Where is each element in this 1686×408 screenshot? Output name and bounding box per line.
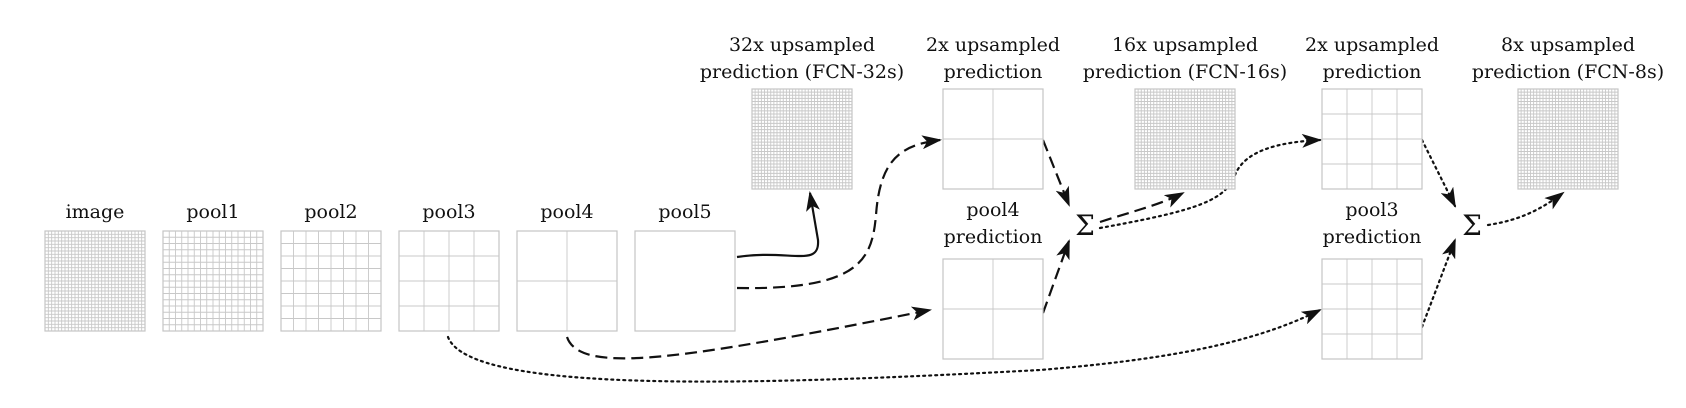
connector-upsample2x-a-to-sum1	[1041, 139, 1071, 207]
node-label: image	[66, 201, 125, 223]
grid-box-pool4_pred	[942, 258, 1044, 360]
feature-map-image: image	[44, 201, 146, 332]
connector-sum2-to-fcn8	[1486, 191, 1565, 227]
connector-pool4-prediction-to-sum1	[1041, 239, 1071, 314]
node-label-line2: prediction	[944, 226, 1043, 248]
sum-node-1: Σ	[1075, 209, 1095, 242]
node-label-line1: 16x upsampled	[1112, 34, 1258, 56]
grid-box-pool2	[280, 230, 382, 332]
grid-frame	[634, 230, 736, 332]
grid-box-fcn32	[751, 88, 853, 190]
node-label-line1: pool4	[966, 199, 1019, 221]
node-label-line1: 32x upsampled	[729, 34, 875, 56]
grid-box-up2_b	[1321, 88, 1423, 190]
prediction-fcn16s: 16x upsampled prediction (FCN-16s)	[1083, 34, 1287, 190]
feature-map-pool4: pool4	[516, 201, 618, 332]
connector-pool5-to-upsample2x-a	[736, 135, 942, 290]
node-label-line1: pool3	[1345, 199, 1398, 221]
node-label-line1: 8x upsampled	[1501, 34, 1635, 56]
node-label: pool4	[540, 201, 593, 223]
node-label-line2: prediction	[1323, 226, 1422, 248]
prediction-pool4: pool4 prediction	[942, 199, 1044, 360]
prediction-fcn32s: 32x upsampled prediction (FCN-32s)	[700, 34, 904, 190]
feature-map-pool3: pool3	[398, 201, 500, 332]
grid-box-up2_a	[942, 88, 1044, 190]
node-label-line2: prediction	[1323, 61, 1422, 83]
node-label-line2: prediction (FCN-16s)	[1083, 61, 1287, 83]
node-label: pool1	[186, 201, 239, 223]
prediction-upsampled-2x-b: 2x upsampled prediction	[1305, 34, 1439, 190]
node-label-line1: 2x upsampled	[926, 34, 1060, 56]
connector-pool5-to-fcn32	[736, 191, 820, 259]
grid-box-pool4	[516, 230, 618, 332]
node-label: pool2	[304, 201, 357, 223]
sum-node-2: Σ	[1462, 209, 1482, 242]
prediction-pool3: pool3 prediction	[1321, 199, 1423, 360]
connector-upsample2x-b-to-sum2	[1420, 138, 1457, 208]
feature-map-pool1: pool1	[162, 201, 264, 332]
node-label-line2: prediction (FCN-32s)	[700, 61, 904, 83]
feature-map-pool5: pool5	[634, 201, 736, 332]
grid-box-pool1	[162, 230, 264, 332]
grid-box-fcn8	[1517, 88, 1619, 190]
connector-sum1-to-fcn16	[1099, 192, 1185, 224]
node-label: pool5	[658, 201, 711, 223]
node-label-line1: 2x upsampled	[1305, 34, 1439, 56]
prediction-upsampled-2x-a: 2x upsampled prediction	[926, 34, 1060, 190]
grid-box-image	[44, 230, 146, 332]
connector-pool3-to-pool3-prediction	[446, 308, 1322, 383]
prediction-fcn8s: 8x upsampled prediction (FCN-8s)	[1472, 34, 1664, 190]
node-label: pool3	[422, 201, 475, 223]
connector-pool3-prediction-to-sum2	[1420, 238, 1457, 329]
grid-box-fcn16	[1134, 88, 1236, 190]
connector-pool4-to-pool4-prediction	[565, 306, 932, 360]
node-label-line2: prediction	[944, 61, 1043, 83]
grid-box-pool3	[398, 230, 500, 332]
grid-box-pool3_pred	[1321, 258, 1423, 360]
node-label-line2: prediction (FCN-8s)	[1472, 61, 1664, 83]
grid-box-pool5	[634, 230, 736, 332]
feature-map-pool2: pool2	[280, 201, 382, 332]
